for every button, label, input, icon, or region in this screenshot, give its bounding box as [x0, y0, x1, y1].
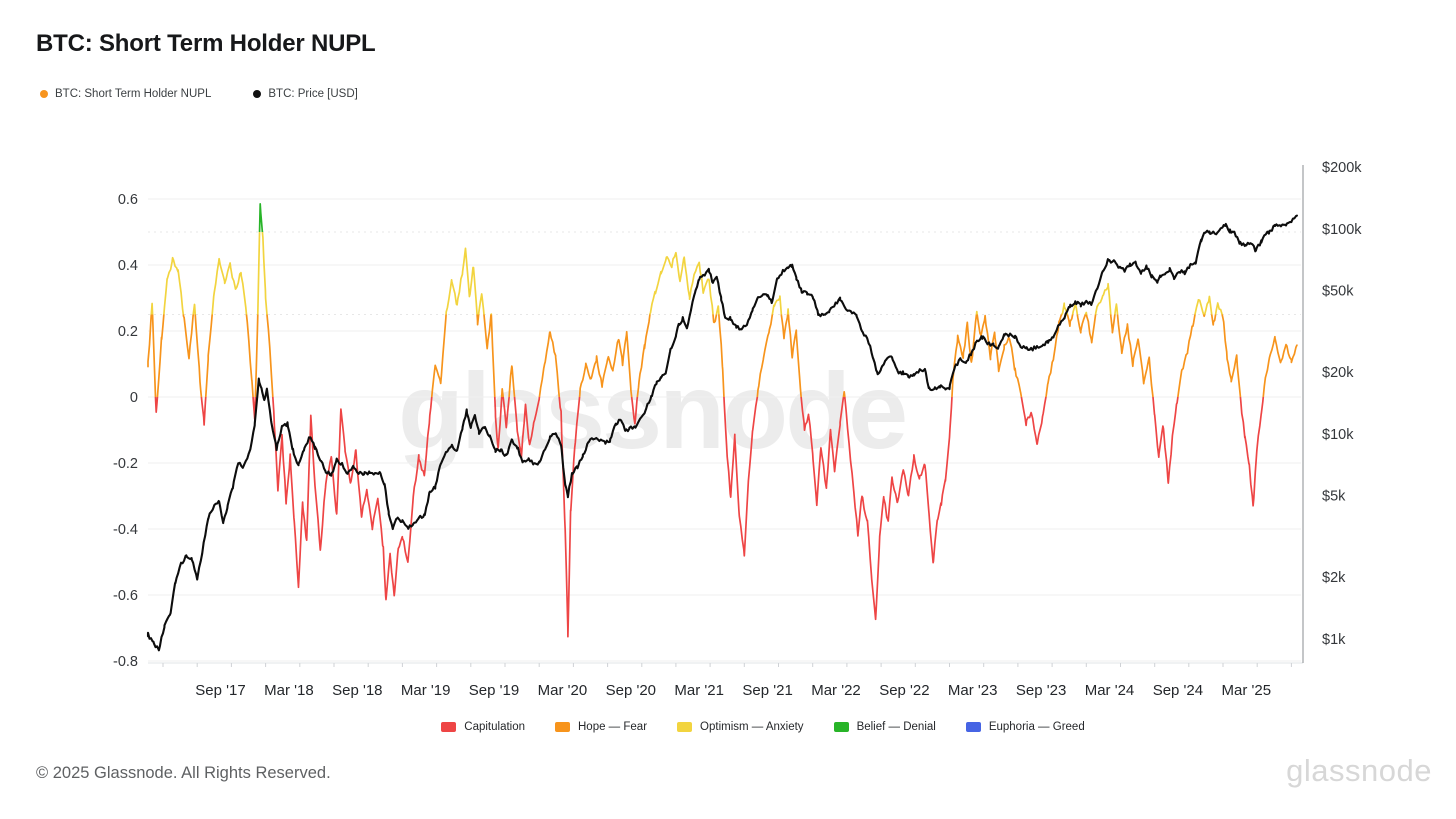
nupl-line-capitulation	[154, 397, 1265, 638]
x-axis-tick-label: Mar '25	[1222, 682, 1272, 699]
price-axis-tick-label: $2k	[1322, 570, 1346, 586]
price-series-label: BTC: Price [USD]	[268, 88, 358, 100]
price-line	[146, 214, 1298, 652]
x-axis-tick-label: Mar '24	[1085, 682, 1135, 699]
legend-item-euphoria-greed[interactable]: Euphoria — Greed	[965, 721, 1085, 733]
legend-label: Capitulation	[464, 721, 525, 733]
x-axis-tick-label: Sep '19	[469, 682, 519, 699]
nupl-axis-tick-label: 0.6	[118, 192, 138, 208]
price-series-dot-icon	[253, 90, 262, 98]
chart-title: BTC: Short Term Holder NUPL	[36, 30, 376, 57]
x-axis-tick-label: Sep '17	[195, 682, 245, 699]
nupl-line-hope-fear	[147, 314, 1298, 397]
x-axis-tick-label: Sep '23	[1016, 682, 1066, 699]
legend-swatch-icon	[833, 722, 849, 732]
copyright-text: © 2025 Glassnode. All Rights Reserved.	[36, 764, 331, 782]
legend-swatch-icon	[965, 722, 981, 732]
price-axis-tick-label: $5k	[1322, 489, 1346, 505]
nupl-line-euphoria-greed	[148, 204, 1297, 637]
glassnode-logo: glassnode	[1286, 753, 1432, 788]
legend-item-btc-price[interactable]: BTC: Price [USD]	[253, 88, 358, 100]
nupl-line-belief-denial	[258, 203, 264, 232]
price-axis-tick-label: $100k	[1322, 222, 1362, 238]
x-axis-tick-label: Mar '18	[264, 682, 314, 699]
nupl-axis-tick-label: -0.2	[113, 456, 138, 472]
x-axis-tick-label: Mar '20	[538, 682, 588, 699]
x-axis-tick-label: Mar '23	[948, 682, 998, 699]
nupl-axis-tick-label: -0.8	[113, 654, 138, 670]
legend-swatch-icon	[677, 722, 693, 732]
nupl-line-optimism-anxiety	[150, 232, 1224, 315]
price-axis-tick-label: $1k	[1322, 632, 1346, 648]
x-axis-tick-label: Mar '22	[811, 682, 861, 699]
x-axis-tick-label: Sep '20	[606, 682, 656, 699]
nupl-series-dot-icon	[40, 90, 48, 98]
x-axis-tick-label: Sep '22	[879, 682, 929, 699]
nupl-axis-tick-label: 0	[130, 390, 138, 406]
x-axis-tick-label: Sep '24	[1153, 682, 1203, 699]
legend-label: Hope — Fear	[578, 721, 648, 733]
legend-item-optimism-anxiety[interactable]: Optimism — Anxiety	[677, 721, 804, 733]
top-legend: BTC: Short Term Holder NUPL BTC: Price […	[40, 88, 358, 100]
x-axis-tick-label: Mar '19	[401, 682, 451, 699]
legend-label: Belief — Denial	[856, 721, 936, 733]
x-axis-tick-label: Sep '18	[332, 682, 382, 699]
legend-item-hope-fear[interactable]: Hope — Fear	[555, 721, 647, 733]
price-axis-tick-label: $20k	[1322, 365, 1354, 381]
price-axis-tick-label: $50k	[1322, 284, 1354, 300]
legend-label: Optimism — Anxiety	[700, 721, 804, 733]
legend-swatch-icon	[555, 722, 570, 732]
legend-swatch-icon	[441, 722, 457, 732]
nupl-series-label: BTC: Short Term Holder NUPL	[55, 88, 212, 100]
legend-label: Euphoria — Greed	[988, 721, 1085, 733]
x-axis-tick-label: Sep '21	[742, 682, 792, 699]
legend-item-sth-nupl[interactable]: BTC: Short Term Holder NUPL	[40, 88, 211, 100]
band-legend: Capitulation Hope — Fear Optimism — Anxiet…	[0, 721, 1456, 733]
price-axis-tick-label: $200k	[1322, 160, 1362, 176]
x-axis-tick-label: Mar '21	[674, 682, 724, 699]
nupl-axis-tick-label: 0.2	[118, 324, 138, 340]
legend-item-belief-denial[interactable]: Belief — Denial	[833, 721, 936, 733]
price-axis-tick-label: $10k	[1322, 427, 1354, 443]
nupl-axis-tick-label: 0.4	[118, 258, 138, 274]
legend-item-capitulation[interactable]: Capitulation	[441, 721, 525, 733]
nupl-axis-tick-label: -0.4	[113, 522, 138, 538]
nupl-axis-tick-label: -0.6	[113, 588, 138, 604]
